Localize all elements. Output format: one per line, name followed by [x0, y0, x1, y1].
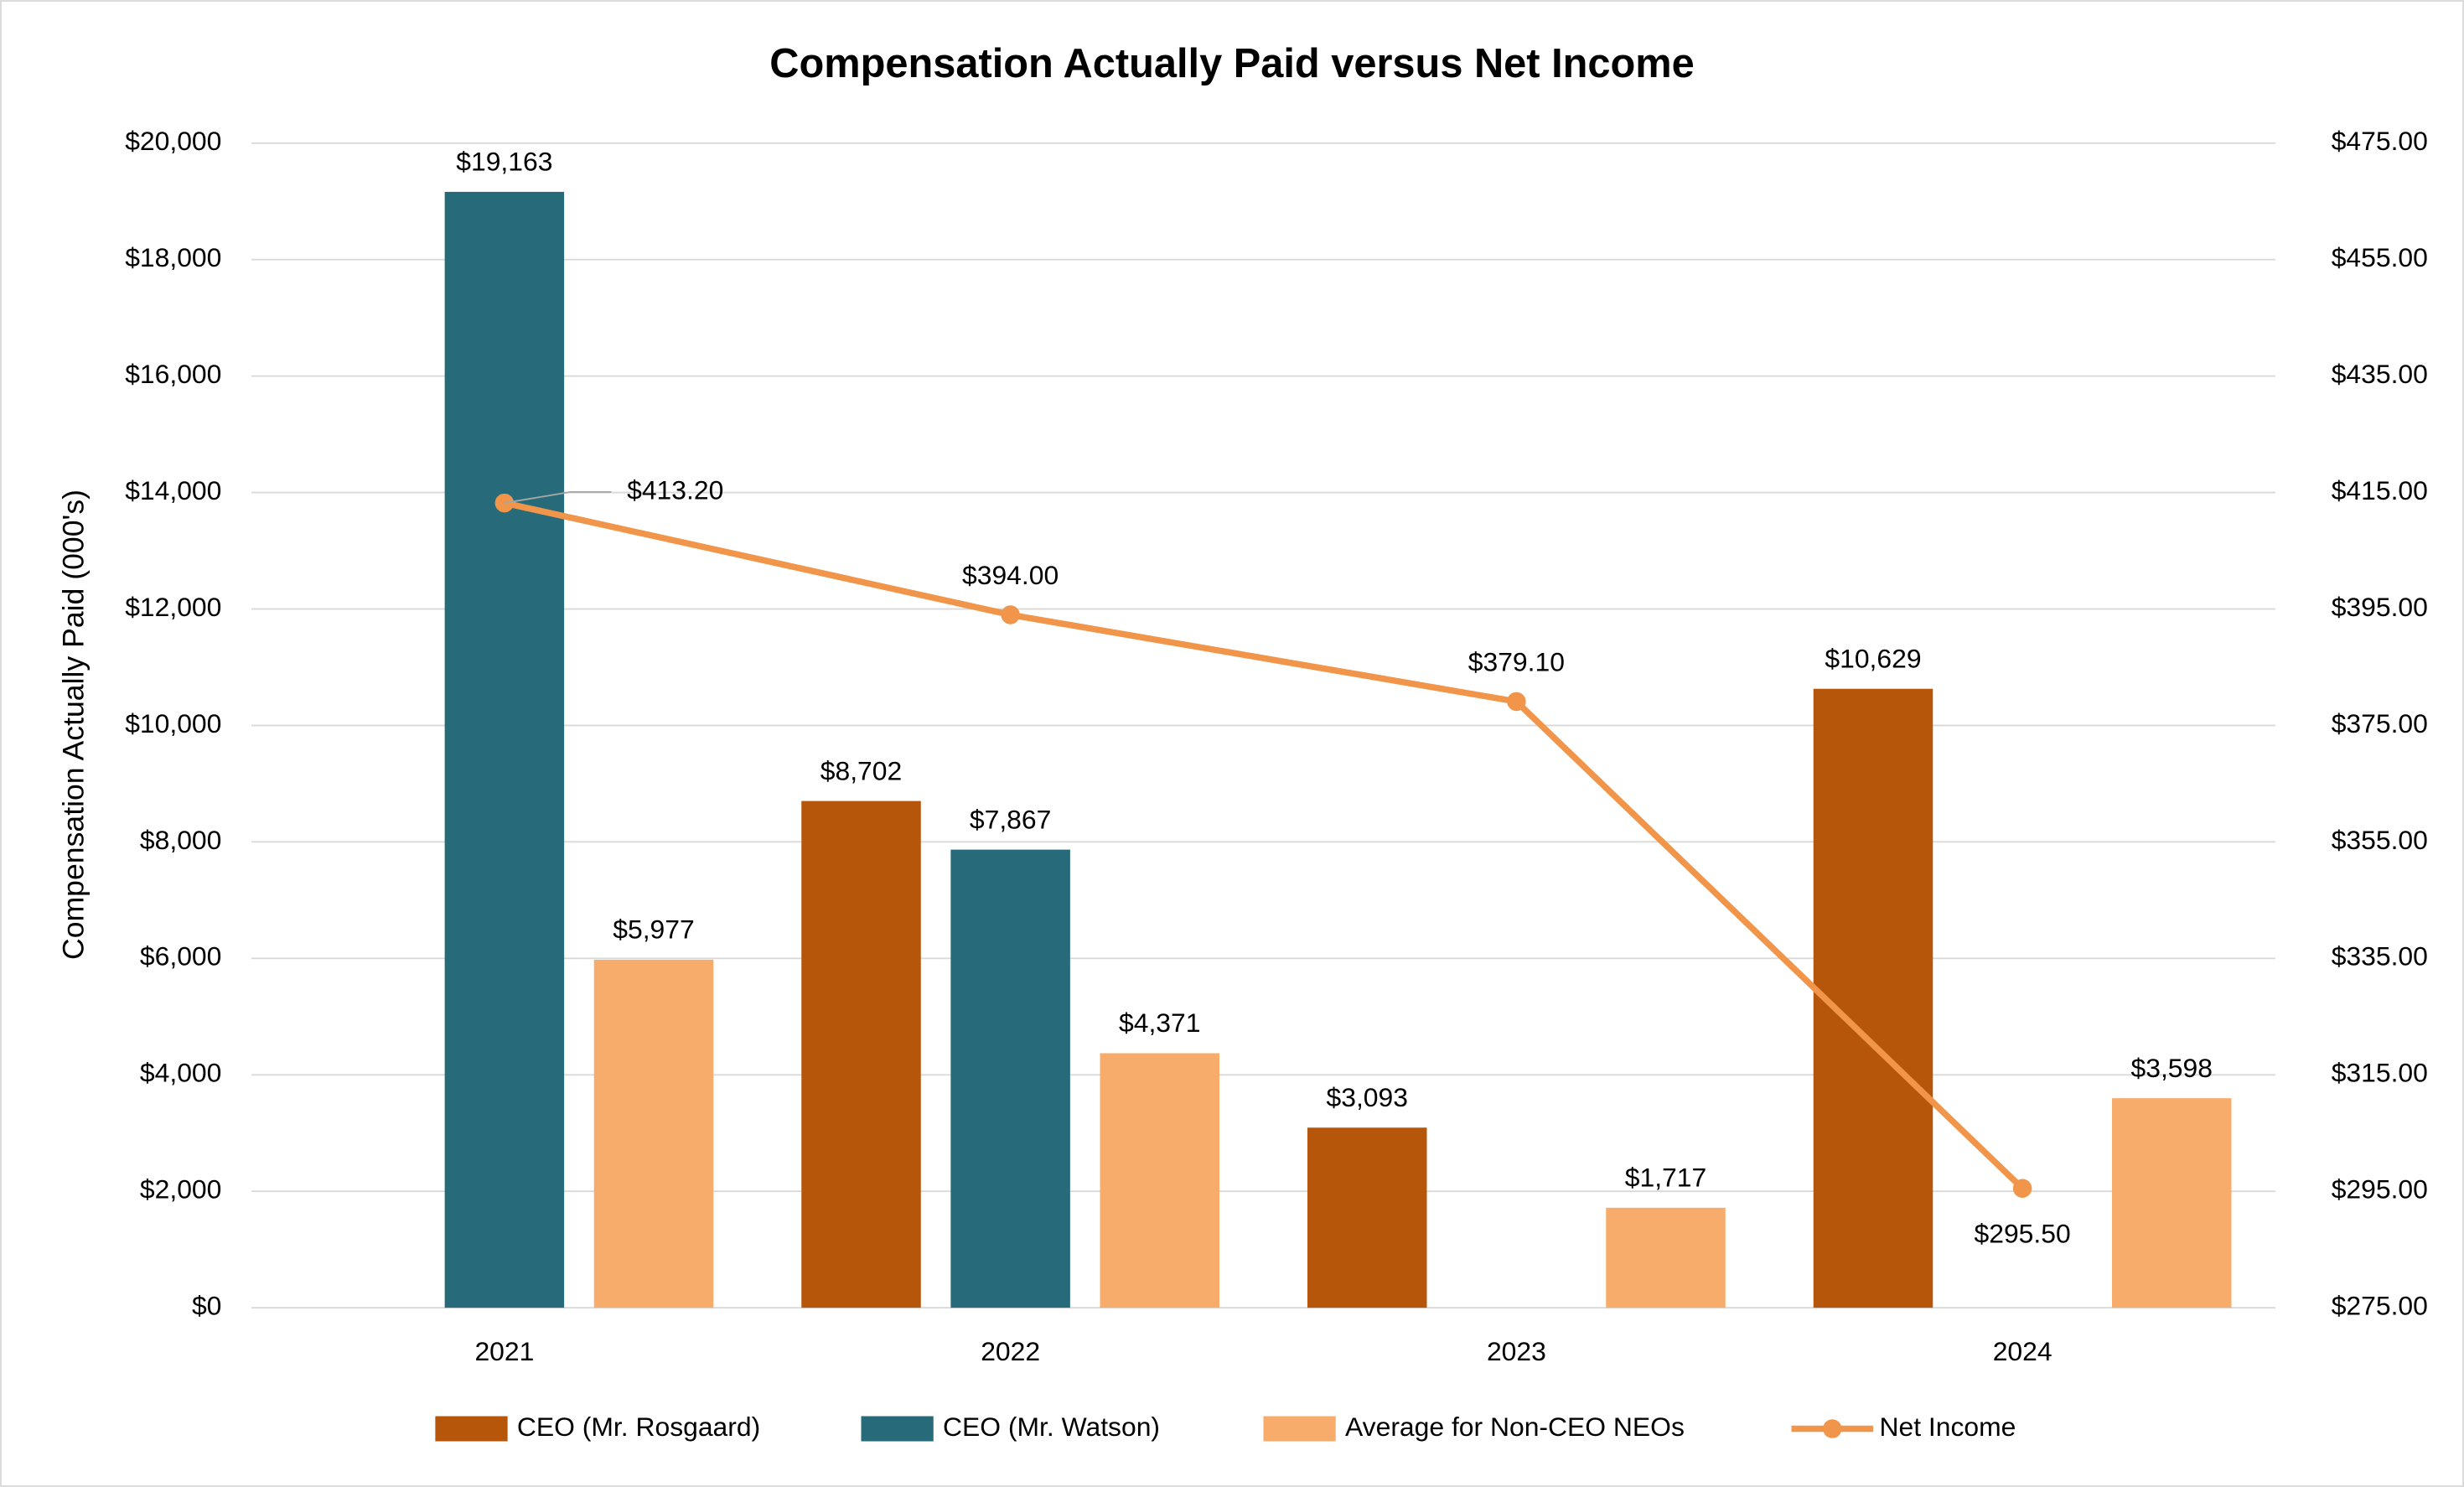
bar: [1100, 1053, 1219, 1308]
y2-tick-label: $375.00: [2332, 708, 2428, 738]
data-label: $5,977: [613, 914, 694, 945]
y-axis-title: Compensation Actually Paid (000's): [56, 490, 90, 960]
legend-swatch: [435, 1416, 508, 1442]
y-tick-label: $8,000: [140, 825, 221, 855]
line-marker: [494, 493, 515, 513]
legend-label: Average for Non-CEO NEOs: [1345, 1412, 1685, 1442]
bar: [2112, 1098, 2232, 1308]
y-tick-label: $12,000: [125, 592, 221, 622]
legend-swatch: [1263, 1416, 1336, 1442]
data-label: $394.00: [962, 560, 1059, 590]
y2-tick-label: $395.00: [2332, 592, 2428, 622]
y2-tick-label: $355.00: [2332, 825, 2428, 855]
data-label: $19,163: [456, 147, 552, 177]
y-tick-label: $20,000: [125, 126, 221, 156]
y-tick-label: $4,000: [140, 1058, 221, 1088]
line-marker: [1507, 692, 1526, 712]
leader-line: [504, 491, 612, 504]
bar: [444, 191, 565, 1308]
y-tick-label: $10,000: [125, 708, 221, 738]
legend-label: Net Income: [1880, 1412, 2016, 1442]
y-tick-label: $2,000: [140, 1174, 221, 1205]
x-tick-label: 2024: [1993, 1336, 2052, 1366]
data-label: $295.50: [1975, 1218, 2071, 1248]
x-tick-label: 2022: [981, 1336, 1040, 1366]
bar: [593, 959, 714, 1308]
chart-title: Compensation Actually Paid versus Net In…: [769, 41, 1695, 86]
data-label: $379.10: [1468, 646, 1565, 676]
y-tick-label: $14,000: [125, 475, 221, 505]
line-marker: [2012, 1179, 2032, 1198]
data-label: $8,702: [820, 755, 902, 785]
y2-tick-label: $435.00: [2332, 359, 2428, 389]
legend-label: CEO (Mr. Watson): [943, 1412, 1160, 1442]
y2-tick-label: $415.00: [2332, 475, 2428, 505]
y-tick-label: $18,000: [125, 242, 221, 272]
y-tick-label: $16,000: [125, 359, 221, 389]
legend-label: CEO (Mr. Rosgaard): [517, 1412, 760, 1442]
y2-tick-label: $315.00: [2332, 1058, 2428, 1088]
legend-swatch: [861, 1416, 934, 1442]
data-label: $3,093: [1327, 1082, 1408, 1112]
line: [504, 500, 2025, 1191]
data-label: $4,371: [1119, 1008, 1200, 1038]
legend-swatch: [1823, 1419, 1842, 1438]
y2-tick-label: $475.00: [2332, 126, 2428, 156]
data-label: $7,867: [970, 804, 1051, 834]
bar: [1606, 1207, 1726, 1308]
y2-tick-label: $335.00: [2332, 941, 2428, 971]
x-tick-label: 2023: [1487, 1336, 1546, 1366]
data-label: $1,717: [1625, 1163, 1706, 1193]
data-label: $3,598: [2131, 1053, 2213, 1083]
bar: [801, 800, 921, 1308]
data-label: $10,629: [1825, 643, 1921, 673]
bar: [950, 849, 1070, 1308]
bar: [1307, 1127, 1427, 1308]
y2-tick-label: $455.00: [2332, 242, 2428, 272]
line-marker: [1001, 605, 1020, 624]
y2-tick-label: $275.00: [2332, 1291, 2428, 1321]
bar: [1813, 688, 1933, 1308]
y-tick-label: $6,000: [140, 941, 221, 971]
data-label: $413.20: [627, 474, 723, 505]
x-tick-label: 2021: [474, 1336, 534, 1366]
y-tick-label: $0: [192, 1291, 221, 1321]
y2-tick-label: $295.00: [2332, 1174, 2428, 1205]
